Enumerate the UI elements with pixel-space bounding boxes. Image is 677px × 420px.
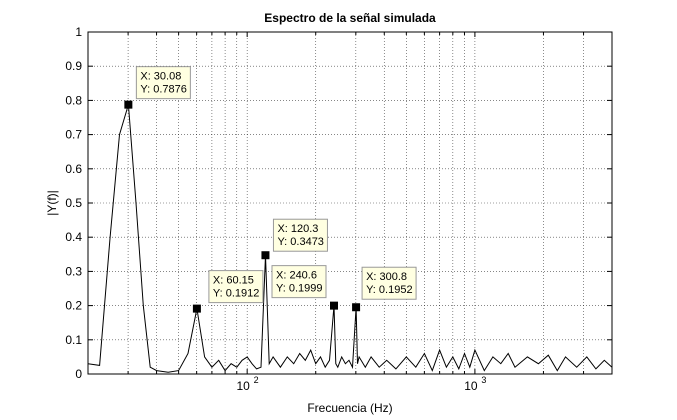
- data-tip-marker: [124, 100, 133, 109]
- data-tip: X: 240.6Y: 0.1999: [271, 265, 339, 310]
- line-layer: [87, 104, 613, 373]
- chart-title: Espectro de la señal simulada: [264, 11, 436, 25]
- data-tip-marker: [352, 303, 361, 312]
- data-tip-y-text: Y: 0.3473: [277, 236, 324, 248]
- data-tip: X: 120.3Y: 0.3473: [261, 218, 328, 260]
- y-tick-label: 0.3: [65, 264, 82, 278]
- data-tip-box: [272, 218, 328, 252]
- data-tip-y-text: Y: 0.1999: [276, 283, 323, 295]
- y-tick-label: 1: [75, 25, 82, 39]
- y-tick-label: 0.4: [65, 230, 82, 244]
- y-tick-label: 0.1: [65, 333, 82, 347]
- data-tip-y-text: Y: 0.1912: [213, 288, 260, 300]
- data-tip-marker: [330, 301, 339, 310]
- data-tip-x-text: X: 120.3: [277, 223, 318, 235]
- spectrum-line: [87, 104, 613, 373]
- data-tip-marker: [192, 304, 201, 313]
- y-tick-label: 0.8: [65, 93, 82, 107]
- data-tip-box: [135, 66, 191, 100]
- data-tip-y-text: Y: 0.1952: [366, 284, 413, 296]
- x-tick-label: 10: [236, 379, 250, 393]
- y-tick-label: 0: [75, 367, 82, 381]
- y-tick-label: 0.2: [65, 299, 82, 313]
- y-tick-label: 0.5: [65, 196, 82, 210]
- data-tip-x-text: X: 300.8: [366, 271, 407, 283]
- data-tip-box: [361, 266, 417, 300]
- x-tick-label: 10: [464, 379, 478, 393]
- data-tip: X: 30.08Y: 0.7876: [124, 66, 191, 109]
- grid-lines: [88, 32, 612, 374]
- data-tip-marker: [261, 251, 270, 260]
- data-tip-x-text: X: 240.6: [276, 270, 317, 282]
- y-tick-label: 0.6: [65, 162, 82, 176]
- data-tips: X: 30.08Y: 0.7876 X: 60.15Y: 0.1912 X: 120…: [124, 66, 417, 313]
- data-tip: X: 300.8Y: 0.1952: [352, 266, 417, 312]
- data-tip-box: [208, 270, 264, 304]
- data-tip-x-text: X: 60.15: [213, 275, 254, 287]
- y-axis-label: |Y(f)|: [45, 190, 59, 216]
- data-tip-x-text: X: 30.08: [140, 71, 181, 83]
- y-tick-label: 0.7: [65, 128, 82, 142]
- x-axis-label: Frecuencia (Hz): [307, 401, 392, 415]
- x-tick-label-exponent: 2: [254, 375, 259, 385]
- data-tip-box: [271, 265, 327, 299]
- data-tip-y-text: Y: 0.7876: [140, 84, 187, 96]
- x-tick-label-exponent: 3: [481, 375, 486, 385]
- y-tick-label: 0.9: [65, 59, 82, 73]
- data-tip: X: 60.15Y: 0.1912: [192, 270, 264, 313]
